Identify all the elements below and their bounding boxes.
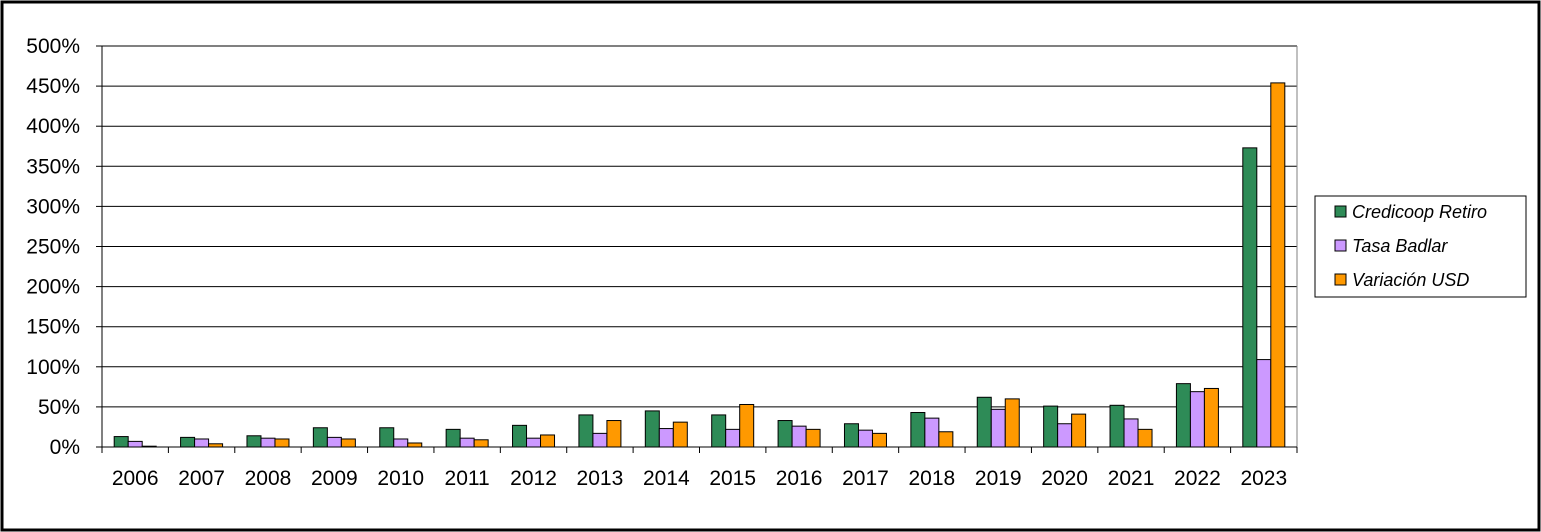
legend-swatch	[1334, 239, 1347, 252]
bar	[725, 428, 741, 448]
legend-label: Variación USD	[1352, 270, 1469, 290]
x-tick-label: 2011	[445, 467, 490, 490]
bar	[938, 431, 954, 448]
bar	[739, 403, 755, 448]
bar	[180, 436, 196, 448]
bar	[1123, 418, 1139, 448]
bar	[1043, 405, 1059, 448]
bar	[526, 437, 542, 448]
bar	[113, 436, 129, 448]
bar	[857, 429, 873, 448]
y-tick-label: 500%	[26, 35, 80, 58]
y-tick-label: 200%	[26, 276, 80, 299]
gridlines	[102, 45, 1297, 408]
y-tick-label: 50%	[38, 396, 80, 419]
y-tick-labels: 0% 50% 100% 150% 200% 250% 300% 350% 400% 450% 500…	[26, 35, 80, 459]
y-tick-label: 150%	[26, 316, 80, 339]
legend: Credicoop Retiro Tasa Badlar Variación USD	[1314, 195, 1527, 298]
x-tick-label: 2013	[577, 467, 624, 490]
y-tick-label: 0%	[50, 436, 80, 459]
bar	[1004, 398, 1020, 448]
bar	[274, 438, 290, 448]
bar	[592, 432, 608, 448]
bar	[540, 434, 556, 448]
bar	[871, 432, 887, 448]
bar	[578, 414, 594, 448]
bar	[672, 421, 688, 448]
x-tick-label: 2012	[510, 467, 557, 490]
bar	[246, 435, 262, 448]
bar	[805, 428, 821, 448]
x-tick-label: 2015	[709, 467, 756, 490]
bar	[924, 417, 940, 448]
bar	[791, 425, 807, 448]
bar	[910, 412, 926, 448]
bar	[445, 428, 461, 448]
y-tick-label: 400%	[26, 115, 80, 138]
bar	[711, 414, 727, 448]
y-tick-label: 350%	[26, 155, 80, 178]
x-tick-label: 2008	[245, 467, 292, 490]
x-tick-label: 2006	[112, 467, 159, 490]
x-tick-label: 2020	[1041, 467, 1088, 490]
legend-label: Credicoop Retiro	[1352, 202, 1487, 222]
x-tick-label: 2017	[842, 467, 889, 490]
x-tick-label: 2018	[909, 467, 956, 490]
legend-box	[1314, 195, 1527, 298]
bar	[1256, 359, 1272, 448]
bar	[1189, 391, 1205, 448]
bar	[606, 420, 622, 448]
bar	[843, 423, 859, 448]
y-tick-label: 100%	[26, 356, 80, 379]
x-tick-label: 2010	[377, 467, 424, 490]
bar	[312, 427, 328, 448]
y-tick-label: 300%	[26, 195, 80, 218]
legend-swatch	[1334, 273, 1347, 286]
bar	[976, 396, 992, 448]
bar	[260, 437, 276, 448]
bar	[1203, 387, 1219, 448]
y-tick-label: 250%	[26, 236, 80, 259]
legend-label: Tasa Badlar	[1352, 236, 1448, 256]
legend-swatch	[1334, 205, 1347, 218]
x-tick-label: 2016	[776, 467, 823, 490]
bar	[127, 440, 143, 448]
x-tick-label: 2023	[1240, 467, 1287, 490]
bar	[1137, 428, 1153, 448]
bar	[777, 420, 793, 448]
bar	[1057, 423, 1073, 448]
bar	[644, 410, 660, 448]
axes	[96, 45, 1298, 453]
bar	[990, 408, 1006, 448]
x-tick-label: 2009	[311, 467, 358, 490]
bar	[473, 439, 489, 448]
bar	[1071, 413, 1087, 448]
bar	[393, 438, 409, 448]
x-tick-label: 2021	[1108, 467, 1155, 490]
x-tick-labels: 2006 2007 2008 2009 2010 2011 2012 2013 2014 2015…	[112, 467, 1287, 490]
bar	[658, 428, 674, 448]
x-tick-label: 2019	[975, 467, 1022, 490]
bar	[326, 436, 342, 448]
bar	[1175, 383, 1191, 448]
bar	[1242, 147, 1258, 448]
bar	[379, 427, 395, 448]
bar	[407, 442, 423, 448]
bar	[340, 438, 356, 448]
bar	[194, 438, 210, 448]
bar	[459, 437, 475, 448]
y-tick-label: 450%	[26, 75, 80, 98]
bar	[1109, 404, 1125, 448]
x-tick-label: 2007	[178, 467, 225, 490]
bar	[1270, 82, 1286, 448]
x-tick-label: 2022	[1174, 467, 1221, 490]
bars	[113, 82, 1286, 448]
bar	[512, 424, 528, 448]
x-tick-label: 2014	[643, 467, 690, 490]
